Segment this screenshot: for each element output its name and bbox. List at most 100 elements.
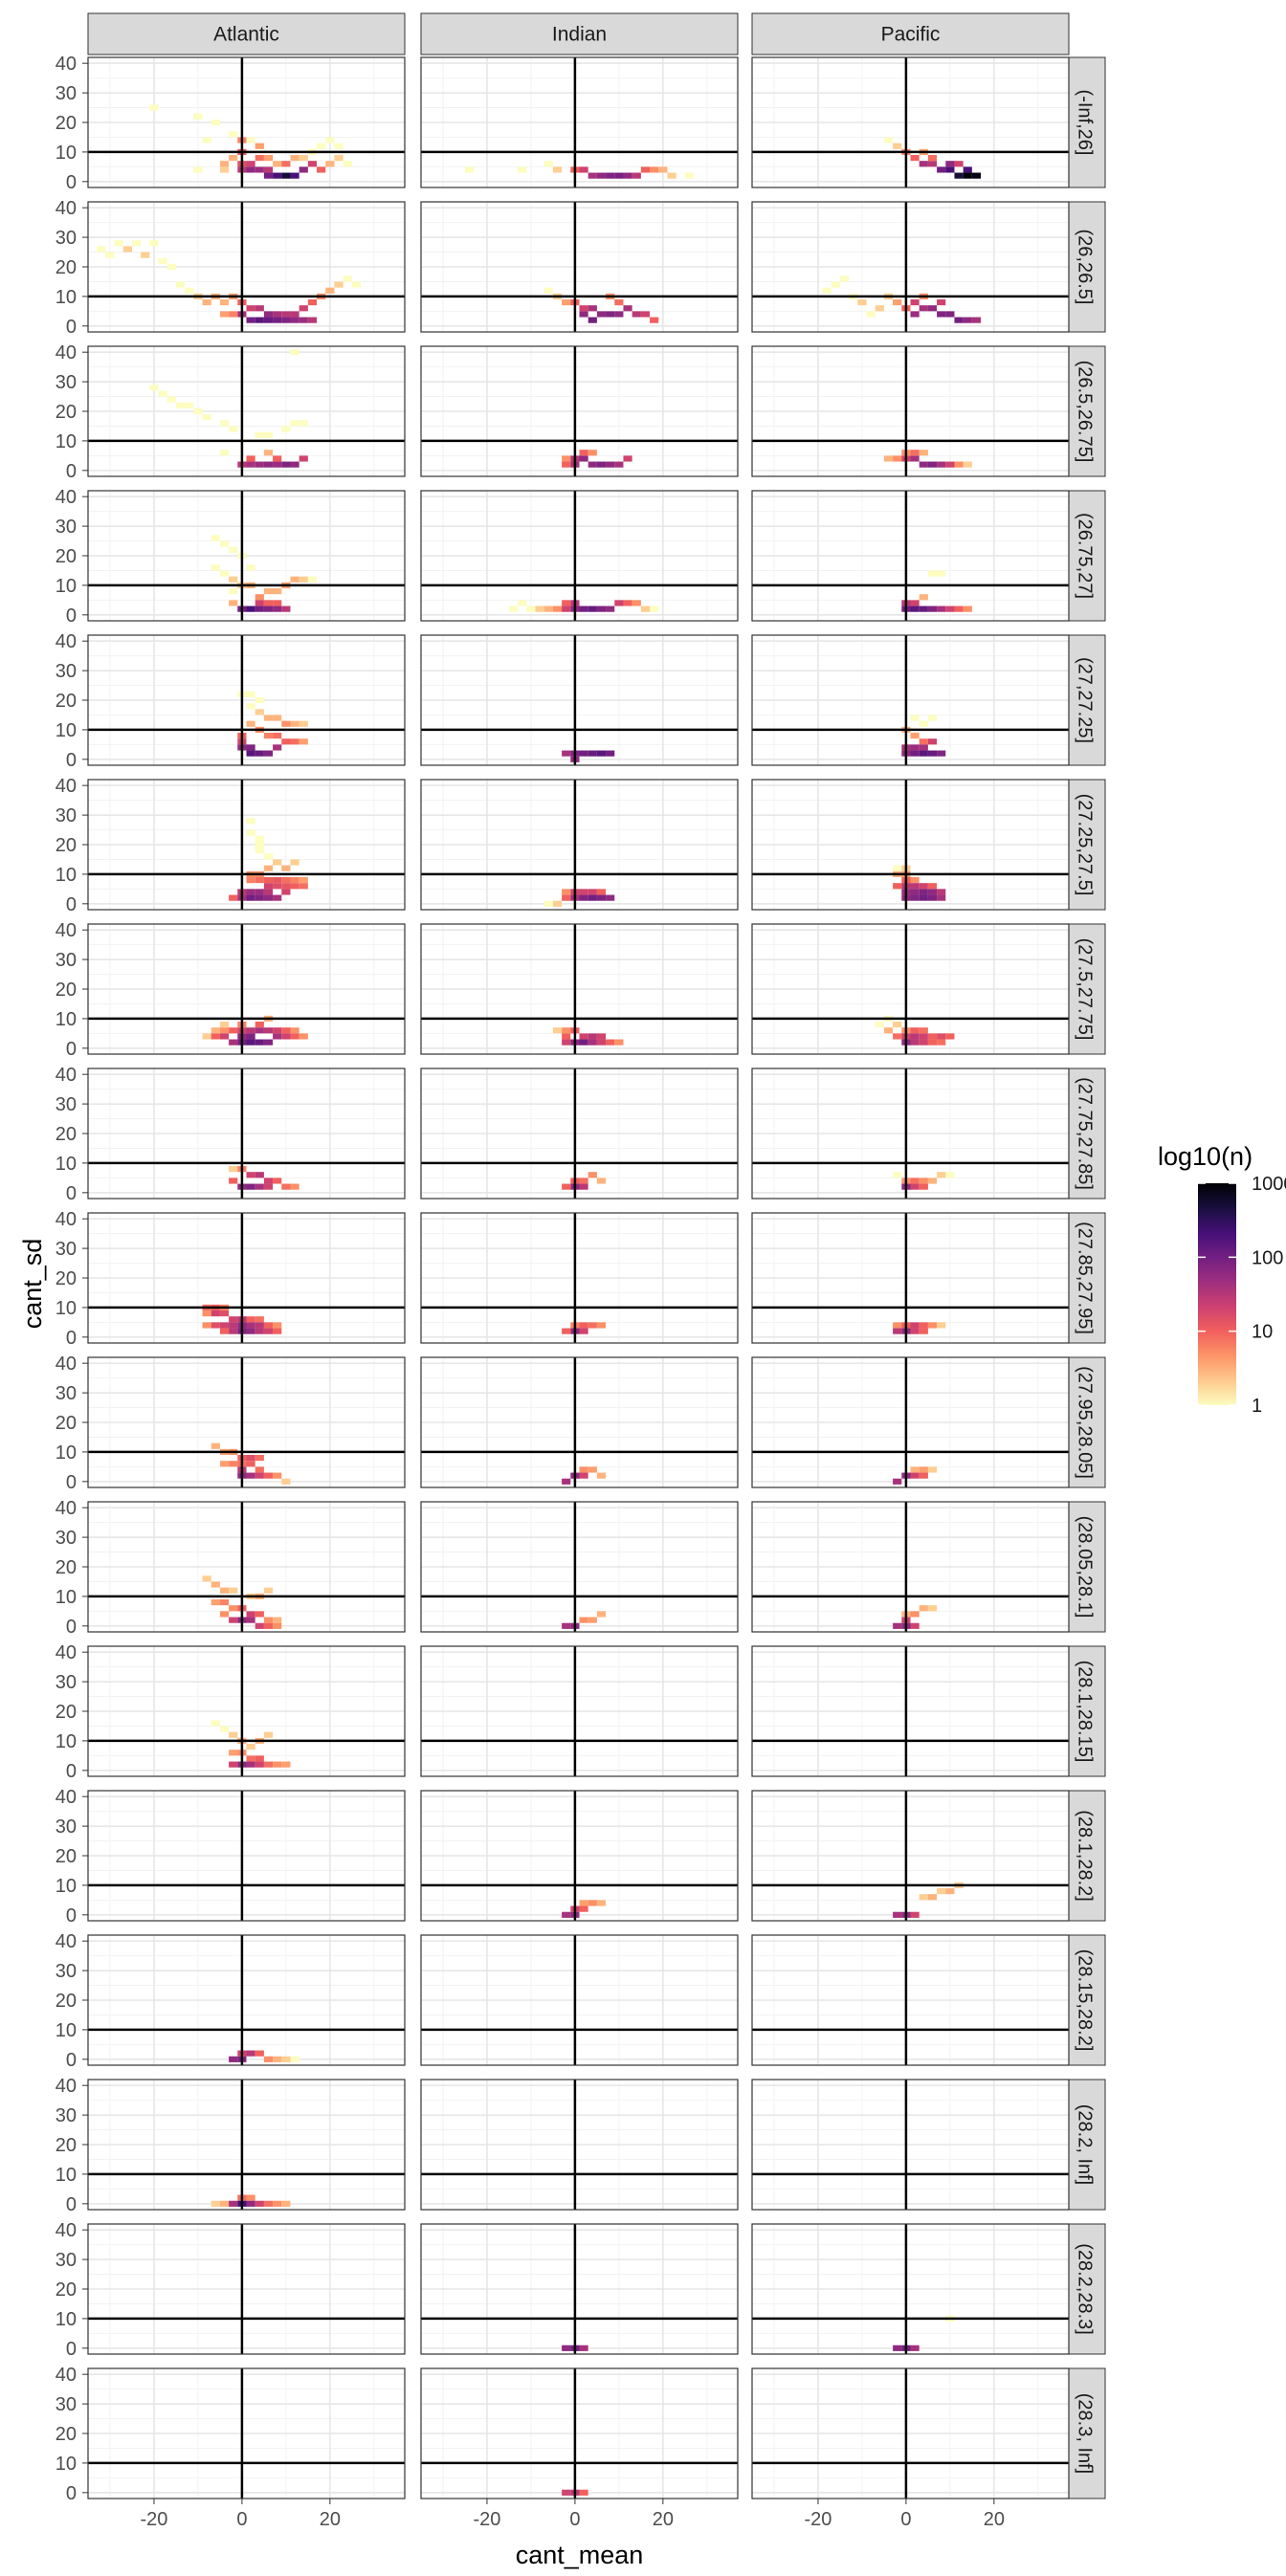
y-tick-label: 40 [55, 487, 77, 508]
heatmap-cell [963, 172, 972, 179]
heatmap-cell [273, 317, 282, 323]
heatmap-cell [937, 1322, 946, 1329]
x-tick-label: 20 [320, 2509, 341, 2530]
facet-row-strip: (28.2,28.3] [1063, 2223, 1106, 2355]
heatmap-cell [562, 605, 571, 612]
y-tick-label: 20 [55, 1268, 77, 1289]
row-strip-background [1063, 2079, 1106, 2211]
heatmap-cell [596, 750, 607, 757]
heatmap-cell [927, 1605, 938, 1612]
heatmap-cell [866, 311, 876, 318]
heatmap-cell [579, 605, 588, 612]
heatmap-cell [299, 455, 308, 462]
heatmap-cell [927, 883, 938, 890]
heatmap-cell [606, 750, 615, 757]
heatmap-cell [246, 720, 255, 727]
heatmap-cell [606, 605, 615, 612]
y-tick-label: 40 [55, 776, 77, 797]
heatmap-cell [299, 576, 308, 583]
heatmap-cell [229, 1166, 238, 1173]
heatmap-cell [299, 155, 308, 162]
heatmap-cell [579, 1905, 588, 1912]
heatmap-cell [562, 889, 571, 895]
heatmap-cell [273, 600, 282, 606]
heatmap-cell [166, 263, 176, 271]
heatmap-cell [893, 1328, 902, 1334]
heatmap-cell [614, 1039, 624, 1046]
heatmap-cell [927, 461, 938, 468]
heatmap-cell [839, 275, 850, 282]
heatmap-cell [910, 1183, 920, 1190]
heatmap-cell [263, 1039, 274, 1046]
heatmap-cell [927, 1466, 938, 1473]
heatmap-cell [614, 311, 624, 318]
heatmap-cell [219, 540, 230, 547]
heatmap-cell [246, 877, 255, 884]
heatmap-cell [273, 455, 282, 462]
heatmap-cell [273, 311, 282, 318]
row-strip-label: (28.15,28.2] [1075, 1949, 1096, 2052]
panel-border [420, 1934, 739, 2066]
heatmap-cell [246, 1461, 255, 1467]
row-strip-background [1063, 1501, 1106, 1633]
facet-panel [87, 2223, 406, 2355]
heatmap-cell [927, 738, 938, 745]
heatmap-cell [290, 877, 299, 884]
heatmap-cell [579, 1328, 588, 1334]
heatmap-cell [562, 894, 571, 901]
heatmap-cell [937, 605, 946, 612]
facet-column-strip-atlantic: Atlantic [87, 12, 406, 55]
heatmap-cell [281, 461, 291, 468]
heatmap-cell [202, 1033, 211, 1040]
y-tick-label: 0 [66, 2194, 77, 2215]
heatmap-cell [246, 1744, 255, 1750]
heatmap-cell [211, 1310, 220, 1317]
facet-panel [751, 1356, 1070, 1488]
heatmap-cell [219, 1328, 230, 1334]
heatmap-cell [255, 877, 264, 884]
heatmap-cell [229, 588, 238, 595]
heatmap-cell [562, 2489, 571, 2496]
heatmap-cell [893, 1022, 902, 1028]
heatmap-cell [919, 1894, 928, 1901]
heatmap-cell [910, 605, 920, 612]
heatmap-cell [464, 166, 475, 173]
heatmap-cell [255, 709, 264, 716]
facet-panel [420, 1934, 739, 2066]
heatmap-cell [543, 287, 553, 294]
heatmap-cell [149, 104, 159, 111]
panel-border [87, 1645, 406, 1777]
heatmap-cell [596, 894, 607, 901]
heatmap-cell [281, 161, 291, 167]
heatmap-cell [596, 311, 607, 318]
heatmap-cell [971, 172, 982, 179]
y-tick-label: 20 [55, 257, 77, 278]
heatmap-cell [273, 883, 282, 890]
panel-border [420, 779, 739, 911]
heatmap-cell [640, 166, 651, 173]
heatmap-cell [290, 720, 299, 727]
heatmap-cell [910, 299, 920, 306]
panel-border [87, 1212, 406, 1344]
heatmap-cell [910, 1039, 920, 1046]
heatmap-cell [229, 1587, 238, 1594]
heatmap-cell [255, 317, 264, 323]
heatmap-cell [325, 137, 335, 143]
y-tick-label: 0 [66, 2339, 77, 2360]
facet-panel [87, 56, 406, 188]
y-tick-label: 30 [55, 1816, 77, 1838]
heatmap-cell [246, 744, 255, 751]
facet-panel [420, 1645, 739, 1777]
heatmap-cell [910, 1911, 920, 1918]
heatmap-cell [927, 1033, 938, 1040]
heatmap-cell [281, 889, 291, 895]
facet-panel [420, 1212, 739, 1344]
heatmap-cell [937, 894, 946, 901]
heatmap-cell [219, 161, 230, 167]
heatmap-cell [910, 877, 920, 884]
heatmap-cell [937, 570, 946, 577]
heatmap-cell [263, 155, 274, 162]
y-tick-label: 30 [55, 1961, 77, 1982]
heatmap-cell [562, 1622, 571, 1629]
